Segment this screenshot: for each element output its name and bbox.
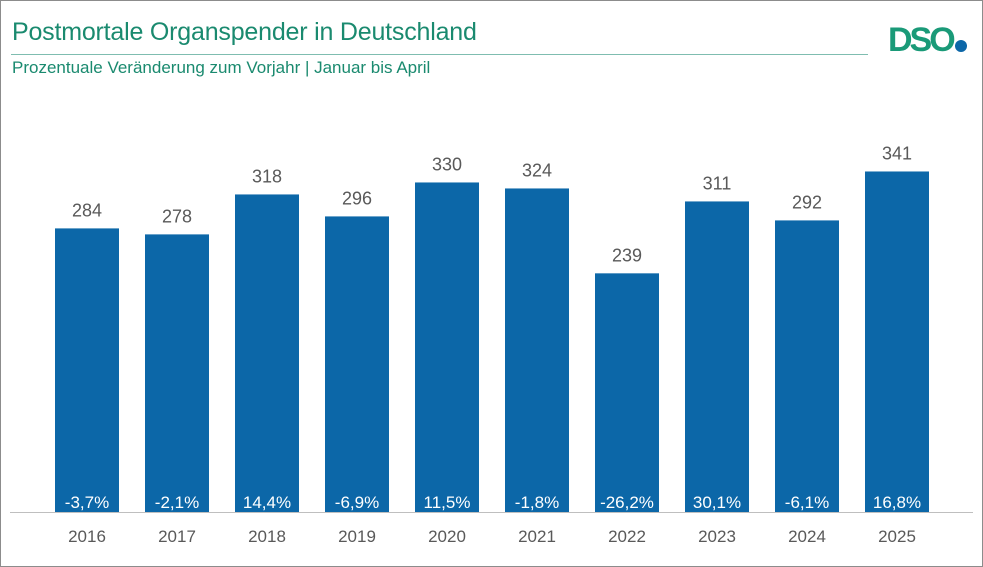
- change-label-2016: -3,7%: [65, 493, 109, 512]
- bar-2023: [685, 201, 749, 512]
- bar-2020: [415, 182, 479, 512]
- bar-2025: [865, 171, 929, 512]
- bar-2018: [235, 194, 299, 513]
- value-label-2021: 324: [522, 160, 552, 180]
- bar-2017: [145, 234, 209, 512]
- change-label-2023: 30,1%: [693, 493, 741, 512]
- change-label-2022: -26,2%: [600, 493, 654, 512]
- change-label-2019: -6,9%: [335, 493, 379, 512]
- x-tick-label-2018: 2018: [248, 527, 286, 546]
- chart-title: Postmortale Organspender in Deutschland: [12, 18, 477, 46]
- x-tick-label-2022: 2022: [608, 527, 646, 546]
- logo-dot-icon: [955, 40, 967, 52]
- title-divider: [11, 54, 868, 55]
- bar-2024: [775, 220, 839, 512]
- value-label-2023: 311: [703, 173, 732, 193]
- value-label-2018: 318: [252, 166, 282, 186]
- x-tick-label-2025: 2025: [878, 527, 916, 546]
- x-tick-label-2023: 2023: [698, 527, 736, 546]
- value-label-2020: 330: [432, 154, 462, 174]
- change-label-2020: 11,5%: [424, 493, 471, 512]
- value-label-2024: 292: [792, 192, 822, 212]
- x-tick-label-2019: 2019: [338, 527, 376, 546]
- bar-2016: [55, 228, 119, 513]
- chart-subtitle: Prozentuale Veränderung zum Vorjahr | Ja…: [12, 58, 431, 77]
- x-tick-label-2021: 2021: [518, 527, 556, 546]
- bar-2022: [595, 273, 659, 512]
- bar-2019: [325, 216, 389, 512]
- dso-logo: DSO: [888, 21, 967, 56]
- x-tick-label-2016: 2016: [68, 527, 106, 546]
- logo-text: DSO: [888, 21, 955, 56]
- change-label-2018: 14,4%: [243, 493, 291, 512]
- x-tick-label-2024: 2024: [788, 527, 826, 546]
- value-label-2022: 239: [612, 245, 642, 265]
- value-label-2019: 296: [342, 188, 372, 208]
- change-label-2021: -1,8%: [515, 493, 559, 512]
- bar-2021: [505, 188, 569, 512]
- value-label-2016: 284: [72, 200, 102, 220]
- value-label-2017: 278: [162, 206, 192, 226]
- change-label-2017: -2,1%: [155, 493, 199, 512]
- x-tick-label-2020: 2020: [428, 527, 466, 546]
- change-label-2025: 16,8%: [873, 493, 921, 512]
- change-label-2024: -6,1%: [785, 493, 829, 512]
- x-tick-label-2017: 2017: [158, 527, 196, 546]
- value-label-2025: 341: [882, 143, 912, 163]
